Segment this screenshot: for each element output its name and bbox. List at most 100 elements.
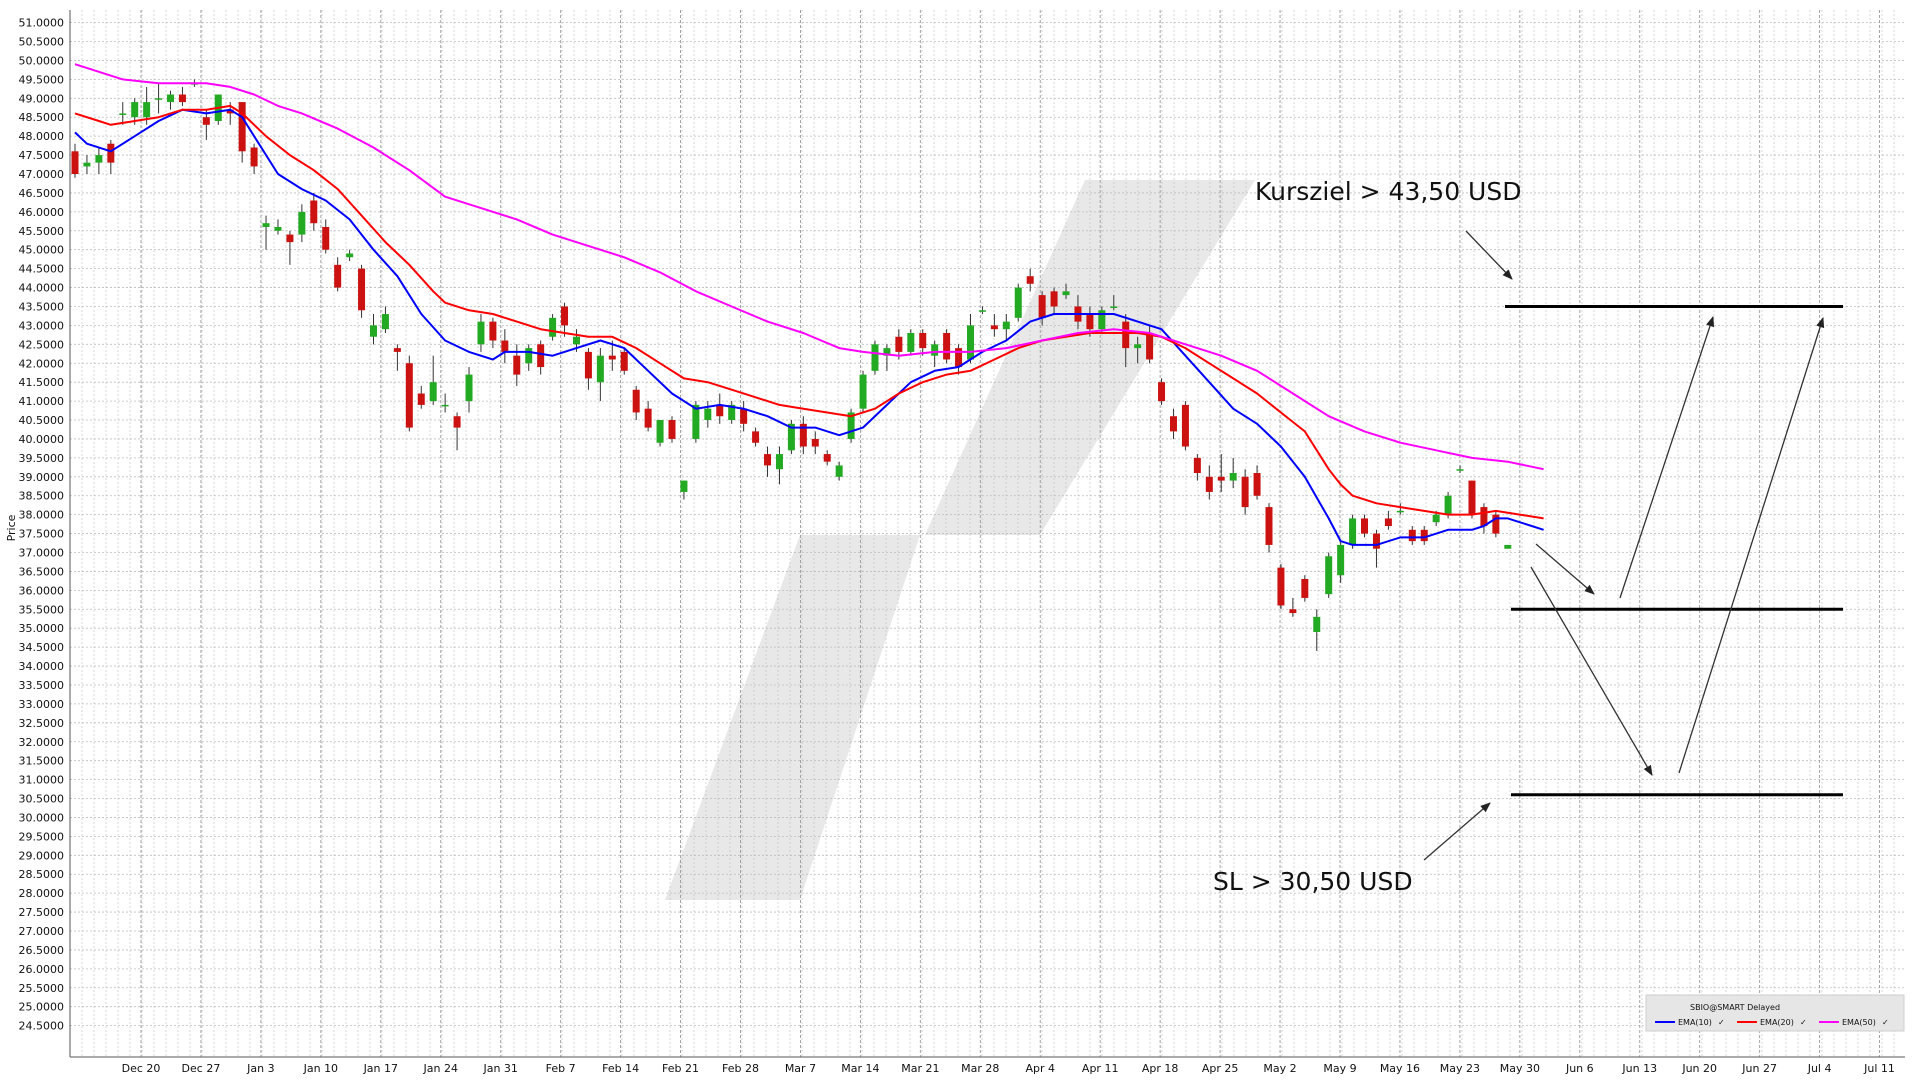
- candle-body: [489, 321, 497, 341]
- candle-body: [632, 389, 640, 413]
- candle-body: [334, 264, 342, 288]
- down-to-mid-arrow: [1535, 543, 1595, 595]
- x-tick-label: Apr 4: [1025, 1062, 1055, 1075]
- candle-body: [226, 109, 234, 114]
- candle-body: [501, 340, 509, 352]
- candle-body: [1444, 495, 1452, 515]
- candle-body: [1086, 314, 1094, 330]
- y-tick-label: 40.5000: [19, 414, 65, 427]
- candle-body: [429, 382, 437, 402]
- y-tick-label: 25.0000: [19, 1001, 65, 1014]
- candle-body: [1158, 382, 1166, 402]
- x-tick-label: Feb 14: [602, 1062, 639, 1075]
- y-tick-label: 31.0000: [19, 774, 65, 787]
- y-tick-label: 51.0000: [19, 17, 65, 30]
- candle-body: [919, 332, 927, 349]
- y-tick-label: 30.5000: [19, 793, 65, 806]
- y-axis-ticks: 51.0000 50.5000 50.0000 49.5000 49.0000 48.50…: [19, 17, 65, 1033]
- candle-body: [381, 314, 389, 330]
- candle-body: [955, 348, 963, 368]
- y-tick-label: 50.0000: [19, 54, 65, 67]
- watermark-shape: [665, 180, 1255, 900]
- candle-body: [740, 408, 748, 424]
- candle-body: [1026, 276, 1034, 284]
- x-tick-label: Apr 25: [1202, 1062, 1239, 1075]
- y-tick-label: 41.0000: [19, 395, 65, 408]
- y-axis-label: Price: [5, 514, 18, 541]
- candle-body: [1301, 578, 1309, 598]
- x-tick-label: Jan 24: [423, 1062, 458, 1075]
- candlesticks: [71, 79, 1512, 651]
- y-tick-label: 43.0000: [19, 319, 65, 332]
- candle-body: [990, 325, 998, 330]
- y-tick-label: 43.5000: [19, 300, 65, 313]
- candle-body: [1229, 473, 1237, 481]
- candle-body: [775, 454, 783, 470]
- candle-body: [799, 423, 807, 447]
- chart-legend: SBIO@SMART Delayed EMA(10) ✓ EMA(20) ✓ EMA(5…: [1645, 994, 1905, 1032]
- ema-line-ema20: [74, 104, 1544, 520]
- legend-check-icon[interactable]: ✓: [1882, 1018, 1889, 1027]
- candle-body: [1146, 332, 1154, 360]
- candle-body: [1181, 404, 1189, 447]
- x-tick-label: Feb 21: [662, 1062, 699, 1075]
- y-tick-label: 41.5000: [19, 376, 65, 389]
- legend-check-icon[interactable]: ✓: [1718, 1018, 1725, 1027]
- candle-body: [561, 306, 569, 326]
- candle-body: [178, 94, 186, 103]
- y-tick-label: 28.0000: [19, 887, 65, 900]
- x-tick-label: Jun 6: [1565, 1062, 1594, 1075]
- candle-body: [107, 143, 115, 163]
- chart-grid: [69, 10, 1905, 1058]
- candle-body: [358, 268, 366, 311]
- candle-body: [1217, 476, 1225, 481]
- x-tick-label: Mar 21: [901, 1062, 939, 1075]
- watermark-logo: [665, 180, 1255, 900]
- x-tick-label: May 23: [1440, 1062, 1480, 1075]
- candle-body: [1122, 321, 1130, 349]
- candle-body: [1384, 518, 1392, 527]
- candle-body: [859, 374, 867, 409]
- candle-body: [620, 351, 628, 371]
- y-tick-label: 45.0000: [19, 244, 65, 257]
- candle-body: [95, 155, 103, 163]
- candle-body: [250, 147, 258, 167]
- candle-body: [1420, 529, 1428, 542]
- y-tick-label: 39.5000: [19, 452, 65, 465]
- y-tick-label: 37.5000: [19, 528, 65, 541]
- candle-body: [1002, 321, 1010, 330]
- candle-body: [1038, 295, 1046, 318]
- x-tick-label: Apr 11: [1082, 1062, 1119, 1075]
- candle-body: [1098, 310, 1106, 330]
- candle-body: [238, 102, 246, 152]
- candle-body: [1265, 507, 1273, 545]
- candle-body: [1134, 344, 1142, 349]
- y-tick-label: 47.5000: [19, 149, 65, 162]
- candle-body: [1408, 529, 1416, 542]
- candle-body: [967, 325, 974, 360]
- y-tick-label: 35.0000: [19, 622, 65, 635]
- x-tick-label: Mar 14: [841, 1062, 879, 1075]
- candle-body: [716, 404, 724, 417]
- candle-body: [572, 336, 580, 345]
- y-tick-label: 44.5000: [19, 263, 65, 276]
- y-tick-label: 38.0000: [19, 509, 65, 522]
- legend-check-icon[interactable]: ✓: [1800, 1018, 1807, 1027]
- candle-body: [131, 102, 139, 118]
- candle-body: [525, 348, 533, 364]
- x-tick-label: Dec 27: [182, 1062, 221, 1075]
- y-tick-label: 25.5000: [19, 982, 65, 995]
- y-tick-label: 37.0000: [19, 547, 65, 560]
- x-tick-label: Jun 20: [1681, 1062, 1717, 1075]
- candle-body: [405, 363, 413, 428]
- ema-line-ema50: [74, 63, 1544, 471]
- x-tick-label: Apr 18: [1142, 1062, 1179, 1075]
- legend-box: [1645, 994, 1905, 1032]
- stop-loss-label: SL > 30,50 USD: [1213, 867, 1413, 896]
- candle-body: [549, 317, 557, 337]
- x-tick-label: Dec 20: [122, 1062, 161, 1075]
- y-tick-label: 29.5000: [19, 830, 65, 843]
- candle-body: [1205, 476, 1213, 492]
- x-tick-label: Feb 28: [722, 1062, 759, 1075]
